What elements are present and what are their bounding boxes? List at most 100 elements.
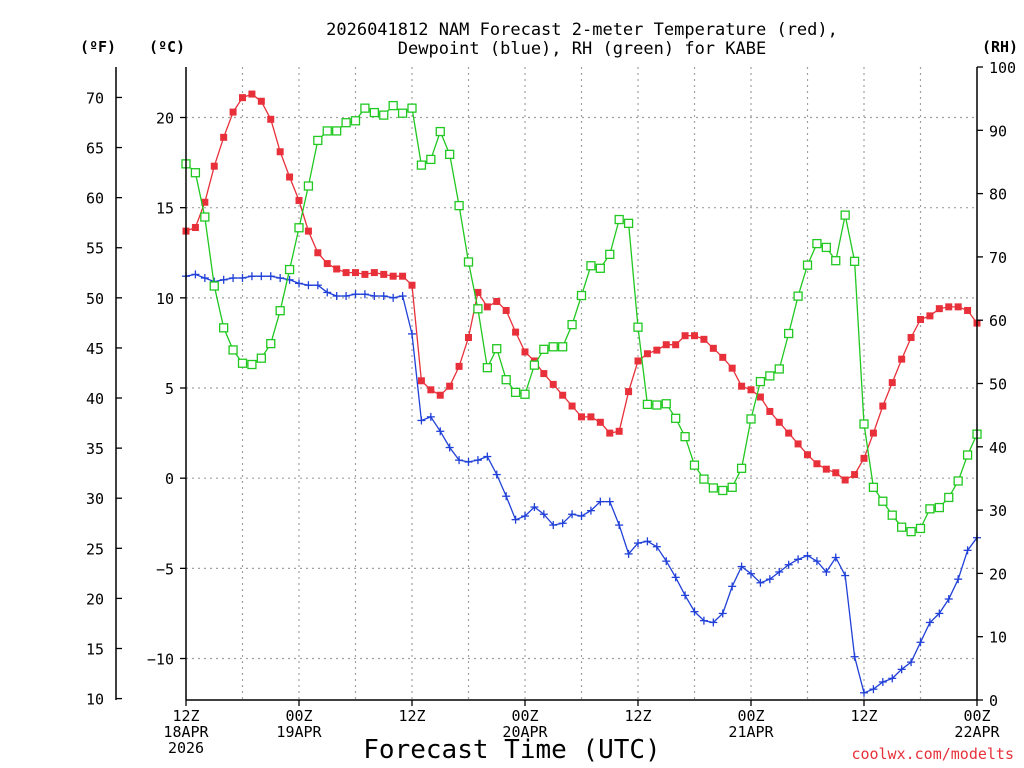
temperature-point [540,370,548,378]
temperature-point [804,451,811,459]
temperature-point [427,386,435,394]
temperature-point [342,269,350,277]
celsius-tick-label: −5 [156,560,174,578]
dewpoint-point [360,290,369,299]
fahrenheit-tick-label: 45 [86,340,104,358]
x-tick-label: 22APR [954,723,1000,741]
dewpoint-point [850,652,859,661]
dewpoint-point [907,658,916,667]
temperature-point [728,364,736,372]
dewpoint-point [812,557,821,566]
temperature-point [596,418,604,426]
temperature-point [662,341,670,349]
temperature-point [719,353,727,361]
temperature-point [634,357,642,365]
rh-point [689,460,700,470]
rh-point [501,375,511,385]
dewpoint-point [803,551,812,560]
temperature-point [898,355,906,363]
dewpoint-point [605,497,614,506]
temperature-point [483,303,491,311]
temperature-point [549,380,557,388]
celsius-tick-label: 10 [156,290,174,308]
rh-point [840,210,850,220]
dewpoint-point [473,456,482,465]
rh-point [190,168,201,178]
celsius-tick-label: 5 [165,380,174,398]
rh-point [275,306,285,316]
rh-point [859,419,869,429]
rh-point [313,135,323,146]
temperature-point [653,346,661,354]
rh-point [303,181,314,191]
temperature-point [512,328,520,336]
rh-point [416,160,427,170]
x-axis-label: Forecast Time (UTC) [363,735,660,765]
rh-point [332,126,342,136]
rh-point [558,342,568,352]
temperature-point [907,334,915,342]
temperature-point [408,281,416,289]
x-tick-label: 00Z [285,707,312,725]
temperature-point [229,108,237,116]
temperature-point [210,162,218,170]
rh-point [294,223,304,233]
dewpoint-point [888,674,897,683]
rh-point [953,476,963,486]
dewpoint-point [389,293,398,302]
rh-point [350,116,361,126]
rh-point [256,353,266,363]
rh-point [266,338,276,349]
dewpoint-point [492,470,501,479]
dewpoint-point [624,549,633,558]
rh-point [492,344,502,354]
temperature-point [521,348,529,356]
temperature-point [333,265,341,273]
series-layer [181,90,982,697]
fahrenheit-tick-label: 10 [86,691,104,709]
rh-point [576,290,587,301]
rh-point [897,522,907,532]
dewpoint-point [276,274,285,282]
temperature-point [352,269,359,277]
temperature-point [869,429,877,437]
dewpoint-point [332,292,341,301]
rh-point [962,450,973,460]
x-tick-label: 12Z [850,707,877,725]
dewpoint-point [822,567,831,576]
temperature-point [625,388,633,396]
temperature-point [935,305,943,313]
rh-point [652,400,662,410]
dewpoint-point [897,665,906,674]
temperature-point [493,297,501,305]
temperature-point [822,465,830,473]
rh-point [219,323,229,333]
rh-point [567,319,577,330]
dewpoint-point [643,537,652,546]
rh-point [680,432,690,442]
dewpoint-point [916,638,925,647]
dewpoint-point [794,555,803,564]
dewpoint-point [464,457,473,466]
fahrenheit-tick-label: 30 [86,490,104,508]
x-tick-label: 2026 [168,739,204,757]
dewpoint-point [963,546,972,555]
rh-unit-label: (RH) [982,38,1018,56]
x-tick-label: 00Z [511,707,538,725]
temperature-point [578,413,585,421]
temperature-point [672,341,680,349]
credit-link[interactable]: coolwx.com/modelts [851,745,1014,763]
rh-point [426,154,436,165]
temperature-point [295,196,303,204]
temperature-point [926,312,934,320]
temperature-point [766,407,774,415]
temperature-point [220,133,228,141]
dewpoint-point [718,609,727,618]
dewpoint-point [841,571,850,580]
x-tick-label: 00Z [737,707,764,725]
temperature-point [841,476,849,484]
temperature-point [239,94,246,102]
dewpoint-point [944,595,953,604]
temperature-point [917,315,924,323]
rh-tick-label: 10 [989,629,1007,647]
